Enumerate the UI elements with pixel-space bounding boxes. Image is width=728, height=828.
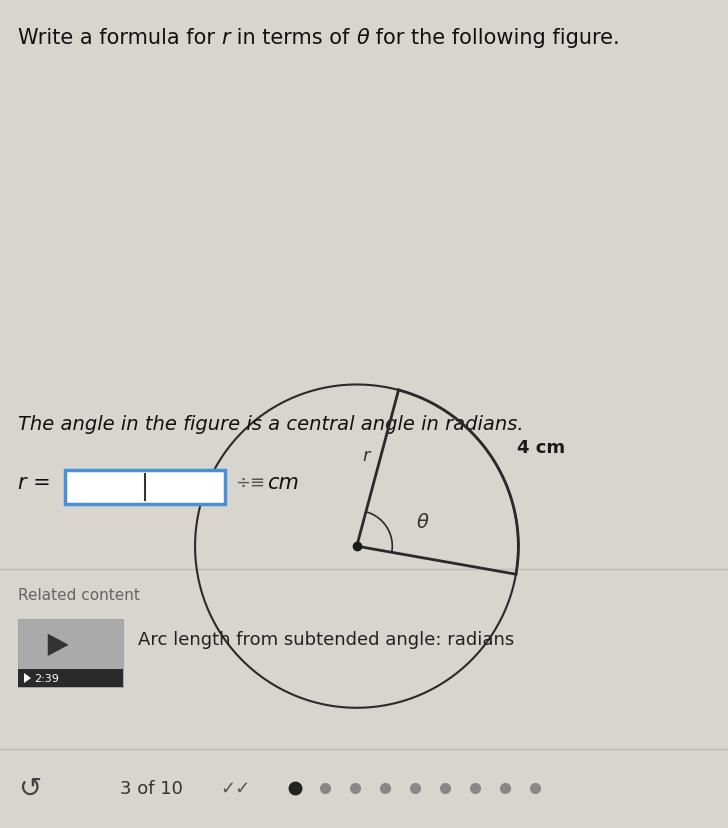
- Text: r: r: [362, 447, 369, 465]
- Text: Write a formula for: Write a formula for: [18, 28, 221, 48]
- Text: ✓✓: ✓✓: [220, 779, 250, 797]
- Text: Arc length from subtended angle: radians: Arc length from subtended angle: radians: [138, 631, 514, 648]
- Text: ÷≡: ÷≡: [235, 474, 265, 491]
- Text: for the following figure.: for the following figure.: [369, 28, 620, 48]
- Text: θ: θ: [356, 28, 369, 48]
- Text: Related content: Related content: [18, 587, 140, 602]
- Text: 3 of 10: 3 of 10: [120, 779, 183, 797]
- FancyBboxPatch shape: [18, 669, 123, 687]
- Text: r =: r =: [18, 473, 51, 493]
- FancyBboxPatch shape: [65, 470, 225, 504]
- Text: ↺: ↺: [18, 774, 41, 802]
- Text: 4 cm: 4 cm: [517, 439, 565, 457]
- FancyBboxPatch shape: [18, 619, 123, 687]
- Text: cm: cm: [267, 473, 299, 493]
- Text: r: r: [221, 28, 230, 48]
- Polygon shape: [48, 634, 68, 657]
- Text: in terms of: in terms of: [230, 28, 356, 48]
- Text: The angle in the figure is a central angle in radians.: The angle in the figure is a central ang…: [18, 415, 523, 434]
- Polygon shape: [24, 673, 31, 683]
- Text: 2:39: 2:39: [34, 673, 59, 683]
- Text: θ: θ: [416, 512, 428, 531]
